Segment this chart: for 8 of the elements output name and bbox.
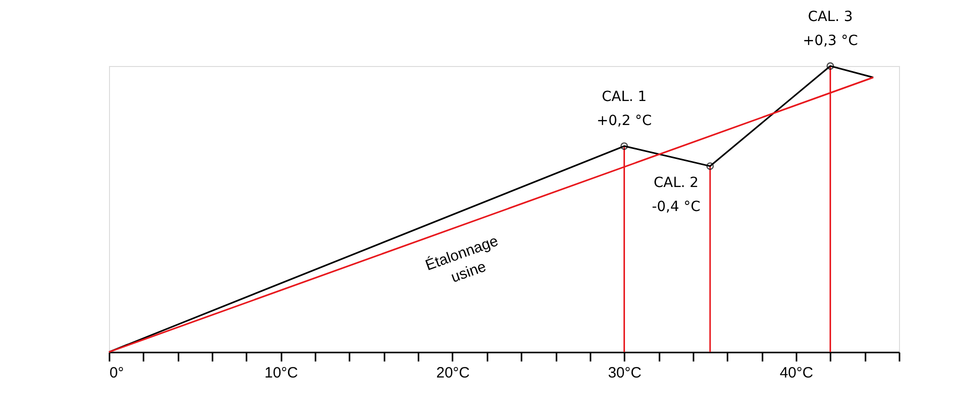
annotation: CAL. 2 -0,4 °C — [652, 175, 701, 216]
x-tick-label: 0° — [110, 364, 124, 382]
annotation: CAL. 1 +0,2 °C — [596, 89, 652, 130]
x-tick-label: 30°C — [608, 364, 642, 382]
x-tick-label: 40°C — [780, 364, 814, 382]
x-tick-label: 20°C — [436, 364, 470, 382]
annotation: CAL. 3 +0,3 °C — [802, 9, 858, 49]
x-tick-label: 10°C — [264, 364, 298, 382]
